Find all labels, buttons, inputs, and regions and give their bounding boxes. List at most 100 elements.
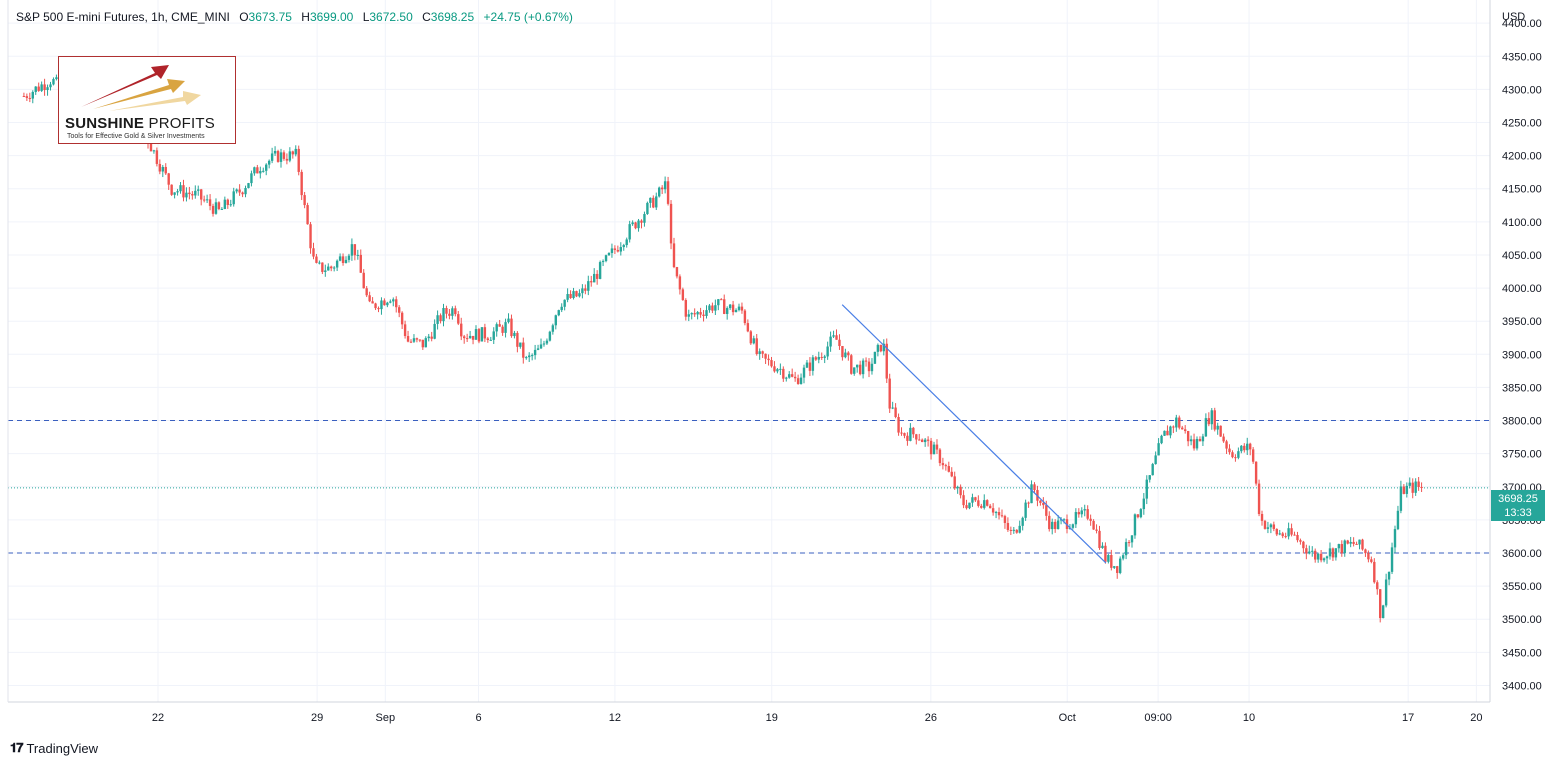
candle-body [374,303,377,309]
candle-body [1405,485,1409,494]
candle-body [214,202,218,214]
candle-body [492,331,495,340]
candle-body [853,367,856,374]
candle-body [164,166,167,174]
candle-body [445,307,448,314]
candle-body [335,260,339,268]
candle-body [796,378,800,384]
candle-body [548,331,552,341]
candle-body [909,427,912,441]
candle-body [587,281,590,291]
candle-body [480,327,484,342]
x-tick-label: 17 [1402,712,1414,724]
y-tick-label: 3400.00 [1502,680,1542,692]
trendline-drawing[interactable] [841,304,1107,564]
x-tick-label: 12 [609,712,621,724]
candle-body [1142,498,1146,510]
candle-body [681,289,685,300]
candle-body [1367,553,1370,560]
candle-body [483,327,487,339]
candle-body [977,500,980,506]
candle-body [1018,525,1021,533]
candle-body [1246,443,1249,451]
candle-body [170,184,173,195]
candle-body [347,255,351,260]
candle-body [371,301,374,304]
candle-body [1219,425,1222,437]
candle-body [832,335,835,337]
candle-body [693,313,696,315]
candle-body [327,266,330,271]
y-tick-label: 4300.00 [1502,84,1542,96]
candle-body [1355,543,1358,545]
candle-body [622,245,625,248]
candle-body [584,288,587,291]
candle-body [265,164,268,171]
candle-body [350,244,354,256]
candle-body [353,244,357,256]
chart-grid [8,0,1490,702]
candle-body [1071,524,1075,528]
candle-body [525,357,528,359]
tradingview-logo-icon: 𝟏𝟕 [10,740,24,755]
x-tick-label: 20 [1470,712,1482,724]
candle-body [462,336,466,339]
candle-body [430,336,433,339]
candle-body [802,367,806,378]
candle-body [155,150,159,164]
candle-body [912,427,915,435]
candle-body [185,192,188,198]
open-label: O [239,10,249,24]
candle-body [628,224,631,240]
candle-body [1222,436,1225,442]
candle-body [1305,548,1308,554]
candle-body [244,188,247,195]
candle-body [1266,527,1270,529]
candle-body [312,248,315,257]
candle-body [182,185,185,198]
candle-body [666,181,670,204]
y-tick-label: 3900.00 [1502,349,1542,361]
y-tick-label: 3450.00 [1502,647,1542,659]
candle-body [1113,566,1116,568]
candle-body [814,357,818,360]
candle-body [504,322,507,333]
candle-body [1056,520,1060,530]
candle-body [392,299,395,302]
candle-body [267,160,271,165]
candle-body [932,444,936,455]
y-tick-label: 4050.00 [1502,250,1542,262]
candle-body [1319,553,1323,561]
candle-body [383,300,386,306]
candle-body [1408,482,1411,486]
candle-body [1045,505,1048,516]
candle-body [397,307,401,313]
candle-body [158,163,162,172]
candle-body [779,368,782,370]
candle-body [826,346,829,357]
candle-body [211,205,215,214]
candle-body [1387,571,1391,580]
candle-body [1384,579,1388,606]
candle-body [1130,535,1134,543]
candle-body [974,497,977,501]
candle-body [1296,534,1299,541]
y-tick-label: 4250.00 [1502,118,1542,130]
candle-body [232,191,235,205]
candle-body [34,86,37,92]
candle-body [660,187,664,190]
downtrend-line [841,304,1107,564]
candle-body [31,91,34,99]
candle-body [344,259,348,263]
candle-body [1370,559,1373,562]
candle-body [625,239,628,246]
candle-body [1420,486,1423,488]
candle-body [1104,545,1107,562]
tradingview-attribution[interactable]: 𝟏𝟕 TradingView [10,740,98,756]
candle-body [1080,510,1083,515]
candle-body [1101,545,1104,549]
candle-body [646,202,649,215]
candle-body [37,86,40,91]
candle-body [950,471,953,477]
